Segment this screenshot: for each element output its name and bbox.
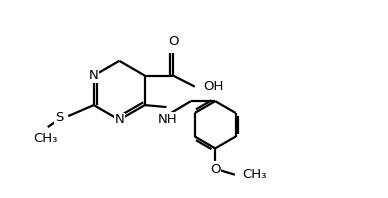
Text: OH: OH <box>203 80 224 93</box>
Text: NH: NH <box>158 113 177 126</box>
Text: CH₃: CH₃ <box>34 132 58 145</box>
Text: O: O <box>168 35 178 48</box>
Text: S: S <box>55 111 64 124</box>
Text: CH₃: CH₃ <box>242 168 266 181</box>
Text: N: N <box>114 113 124 126</box>
Text: N: N <box>89 69 99 82</box>
Text: O: O <box>210 163 220 176</box>
